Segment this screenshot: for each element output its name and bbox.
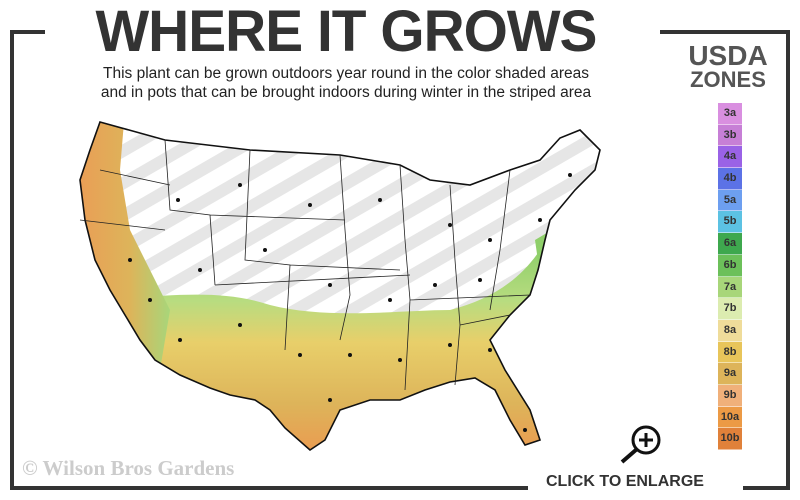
- subtitle-line-2: and in pots that can be brought indoors …: [100, 84, 592, 101]
- legend-zone-4a: 4a: [718, 146, 742, 169]
- click-to-enlarge-label: CLICK TO ENLARGE: [546, 473, 704, 490]
- legend-zone-9b: 9b: [718, 384, 742, 407]
- frame-right: [786, 30, 790, 490]
- legend-zone-5a: 5a: [718, 189, 742, 212]
- page-title: WHERE IT GROWS: [95, 0, 598, 64]
- zoom-in-magnifier-icon: [620, 425, 661, 464]
- legend-zone-4b: 4b: [718, 168, 742, 190]
- usda-zone-legend: 3a 3b 4a 4b 5a 5b 6a 6b 7a 7b 8a 8b 9a 9b 10a 10b: [718, 103, 742, 450]
- legend-zone-7b: 7b: [718, 298, 742, 320]
- click-to-enlarge-button[interactable]: CLICK TO ENLARGE: [532, 418, 742, 498]
- frame-left: [10, 30, 14, 490]
- legend-zone-6b: 6b: [718, 254, 742, 277]
- subtitle-line-1: This plant can be grown outdoors year ro…: [103, 65, 589, 82]
- frame-top-left: [10, 30, 45, 34]
- city-dots: [128, 173, 572, 432]
- legend-title: USDA ZONES: [672, 40, 784, 92]
- legend-zone-10a: 10a: [718, 406, 742, 429]
- legend-zone-7a: 7a: [718, 276, 742, 299]
- legend-zone-8a: 8a: [718, 319, 742, 342]
- legend-zone-9a: 9a: [718, 363, 742, 385]
- legend-zone-10b: 10b: [718, 428, 742, 450]
- us-zone-map[interactable]: [70, 110, 615, 455]
- legend-zone-3b: 3b: [718, 124, 742, 147]
- legend-zone-8b: 8b: [718, 341, 742, 364]
- frame-bottom-left: [10, 486, 528, 490]
- state-borders: [79, 139, 531, 391]
- legend-zone-6a: 6a: [718, 233, 742, 255]
- frame-top-right: [660, 30, 790, 34]
- legend-title-line-2: ZONES: [690, 67, 766, 92]
- frame-bottom-right: [743, 486, 790, 490]
- copyright-watermark: © Wilson Bros Gardens: [22, 456, 235, 480]
- legend-title-line-1: USDA: [688, 40, 768, 71]
- subtitle: This plant can be grown outdoors year ro…: [40, 64, 652, 102]
- legend-zone-3a: 3a: [718, 103, 742, 125]
- legend-zone-5b: 5b: [718, 211, 742, 234]
